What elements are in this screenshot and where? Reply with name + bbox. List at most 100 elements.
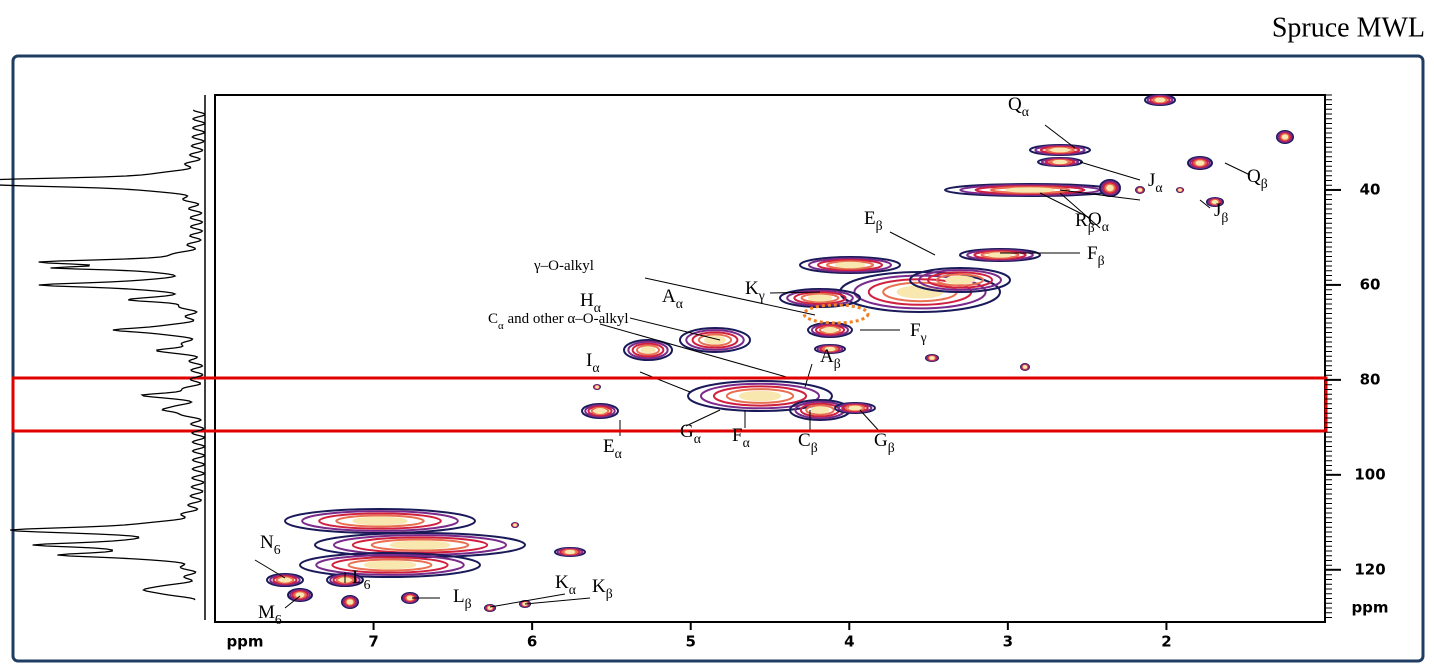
contour-peak <box>269 574 301 586</box>
peak-label: N6 <box>260 532 281 557</box>
contour-peak <box>853 274 987 310</box>
contour-peak <box>691 331 739 349</box>
x-tick-label: 3 <box>1003 633 1013 651</box>
leader-line <box>804 363 813 388</box>
contour-peak <box>635 344 661 356</box>
contour-peak <box>1277 131 1293 143</box>
contour-peak <box>936 273 984 287</box>
contour-peak <box>564 549 576 555</box>
contour-peak <box>987 252 1013 258</box>
peak-label: Gβ <box>874 430 895 455</box>
contour-peak <box>807 294 833 302</box>
contour-peak <box>341 595 359 609</box>
peak-label: Jα <box>1148 170 1163 195</box>
peak-label-text: L <box>352 567 364 588</box>
contour-peak <box>346 599 354 605</box>
peak-label-sub: β <box>1088 220 1095 235</box>
contour-peak <box>352 516 408 526</box>
contour-peak <box>679 327 751 353</box>
peak-label-sub: α <box>615 446 622 461</box>
peak-label-sub: β <box>888 440 895 455</box>
contour-peak <box>810 323 850 337</box>
leader-line <box>859 409 881 433</box>
peak-label-text: K <box>592 576 606 597</box>
y-tick-label: 120 <box>1354 560 1385 578</box>
leader-line <box>1199 199 1211 209</box>
contour-peak <box>814 324 846 336</box>
peak-label-sub: γ <box>920 330 927 345</box>
contour-peak <box>1211 199 1219 205</box>
peak-label: Oα <box>1088 209 1109 234</box>
contour-peak <box>805 404 835 416</box>
y-tick-label: 40 <box>1360 180 1381 198</box>
highlight-box <box>11 376 1328 433</box>
peak-label-sub: α <box>498 320 504 332</box>
contour-peak <box>627 340 669 360</box>
contour-peak <box>800 292 840 304</box>
contour-peak <box>584 404 616 418</box>
contour-peak <box>699 382 821 410</box>
peak-label-sub: 6 <box>364 577 371 592</box>
x-axis-label: ppm <box>226 633 263 651</box>
contour-peak <box>278 577 292 583</box>
contours <box>266 94 1294 612</box>
peak-label-text: F <box>1087 243 1098 264</box>
peak-label-text: O <box>1088 209 1102 230</box>
leader-line <box>284 595 301 609</box>
contour-peak <box>1050 147 1070 153</box>
x-tick-label: 5 <box>685 633 695 651</box>
contour-peak <box>725 388 795 404</box>
contour-peak <box>587 405 613 417</box>
peak-label-sub: β <box>465 596 472 611</box>
contour-peak <box>1191 158 1209 168</box>
peak-label-text: G <box>874 430 888 451</box>
peak-label-sub: γ <box>758 288 765 303</box>
contour-peak <box>1280 133 1290 141</box>
y-tick-label: 100 <box>1354 465 1385 483</box>
peak-label-sub: α <box>594 300 601 315</box>
peak-label-sub: 6 <box>274 542 281 557</box>
leader-line <box>629 317 721 341</box>
contour-peak <box>1137 188 1143 192</box>
peak-label: Qα <box>1008 94 1029 119</box>
contour-peak <box>299 552 481 578</box>
peak-label: Aβ <box>820 346 841 371</box>
contour-peak <box>581 403 619 419</box>
peak-label-text: G <box>680 421 694 442</box>
contour-peak <box>918 269 1002 291</box>
chart-title: Spruce MWL <box>1272 12 1425 43</box>
peak-label-text: C <box>798 430 811 451</box>
peak-label: Kγ <box>745 278 765 303</box>
contour-peak <box>786 289 854 307</box>
contour-peak <box>1278 132 1292 142</box>
peak-label-sub: α <box>743 435 750 450</box>
peak-label-text: L <box>453 586 465 607</box>
contour-peak <box>989 186 1071 194</box>
contour-peak <box>595 385 599 389</box>
peak-label-text: Q <box>1008 94 1022 115</box>
contour-peak <box>817 258 883 272</box>
contour-peak <box>980 251 1020 259</box>
contour-peak <box>342 596 358 608</box>
contour-peak <box>640 346 656 354</box>
contour-peak <box>929 356 935 360</box>
contour-peak <box>631 342 665 358</box>
peak-label-text: Q <box>1247 166 1261 187</box>
contour-peak <box>363 560 417 570</box>
contour-peak <box>826 260 874 270</box>
y-axis-label: ppm <box>1351 599 1388 617</box>
leader-line <box>644 277 816 316</box>
contour-peak <box>315 554 465 576</box>
peak-label: Kα <box>555 572 576 597</box>
contour-peak <box>945 275 975 285</box>
contour-peak <box>370 538 470 552</box>
contour-peak <box>824 346 836 352</box>
peak-label-text: A <box>820 346 834 367</box>
leader-line <box>1079 161 1141 181</box>
contour-peak <box>295 592 305 598</box>
peak-label-text: R <box>1075 210 1088 231</box>
peak-label-text: K <box>745 278 759 299</box>
leader-line <box>254 559 286 579</box>
contour-peak <box>810 406 830 414</box>
contour-peak <box>1178 188 1182 192</box>
